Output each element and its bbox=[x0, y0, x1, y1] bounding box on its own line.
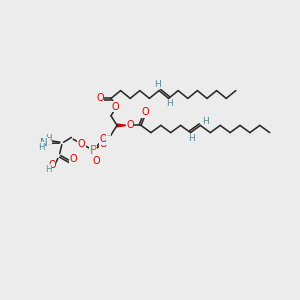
Text: O: O bbox=[48, 160, 56, 170]
Text: O: O bbox=[69, 154, 77, 164]
Text: H: H bbox=[45, 134, 51, 143]
Text: O: O bbox=[112, 101, 119, 112]
Text: O: O bbox=[96, 93, 104, 103]
Text: O: O bbox=[78, 139, 86, 149]
Text: O: O bbox=[141, 107, 149, 117]
Text: O: O bbox=[100, 139, 107, 149]
Text: O: O bbox=[100, 134, 107, 144]
Text: O: O bbox=[92, 156, 100, 167]
Text: P: P bbox=[89, 143, 97, 157]
Text: H: H bbox=[188, 134, 195, 143]
Text: H: H bbox=[45, 165, 51, 174]
Text: O: O bbox=[126, 120, 134, 130]
Polygon shape bbox=[117, 124, 127, 127]
Text: N: N bbox=[40, 138, 48, 148]
Text: H: H bbox=[167, 99, 173, 108]
Text: H: H bbox=[154, 80, 161, 88]
Text: ⁻: ⁻ bbox=[106, 132, 111, 141]
Text: H: H bbox=[202, 117, 209, 126]
Text: H: H bbox=[38, 142, 44, 152]
